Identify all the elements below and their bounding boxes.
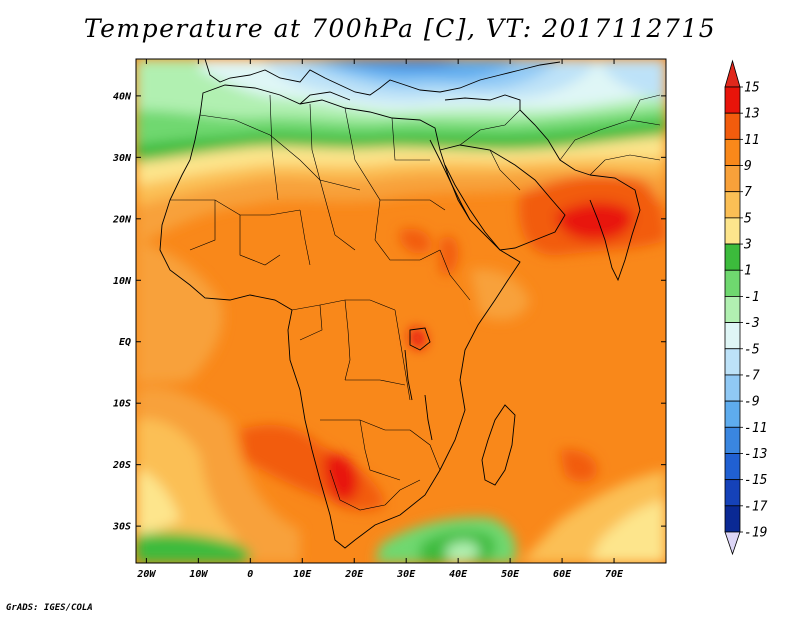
colorbar-label: 9	[744, 159, 752, 174]
lat-label: 10N	[113, 276, 132, 287]
colorbar-swatch	[724, 426, 741, 454]
colorbar-label: -7	[744, 368, 760, 383]
colorbar-swatch	[724, 322, 741, 350]
colorbar-swatch	[724, 217, 741, 245]
temperature-field	[136, 59, 666, 563]
lon-label: 70E	[605, 569, 624, 580]
colorbar-label: -1	[744, 290, 760, 305]
lon-label: 40E	[449, 569, 468, 580]
colorbar-swatch	[724, 453, 741, 481]
colorbar-label: -3	[744, 316, 760, 331]
lon-label: 10W	[189, 569, 208, 580]
lat-label: 10S	[113, 399, 131, 410]
latitude-labels: 40N 30N 20N 10N EQ 10S 20S 30S	[112, 91, 132, 532]
colorbar-label: 1	[744, 264, 752, 279]
colorbar-label: -13	[744, 447, 767, 462]
colorbar-label: -5	[744, 342, 760, 357]
colorbar-label: -15	[744, 473, 768, 488]
colorbar-label: 13	[744, 107, 760, 122]
colorbar-label: -19	[744, 526, 767, 541]
coastlines	[159, 59, 641, 549]
lat-label: EQ	[119, 337, 131, 348]
colorbar-label: 3	[743, 238, 752, 253]
colorbar-swatch	[724, 374, 741, 402]
colorbar-swatch	[724, 505, 741, 533]
colorbar-label: 5	[744, 211, 752, 226]
colorbar-label: 11	[744, 133, 760, 148]
lat-label: 30N	[112, 153, 132, 164]
colorbar-label: -17	[744, 499, 768, 514]
lon-label: 50E	[501, 569, 520, 580]
colorbar-swatch	[724, 138, 741, 166]
lat-label: 40N	[113, 91, 132, 102]
colorbar-swatch	[724, 86, 741, 114]
axis-ticks	[136, 59, 666, 563]
colorbar-bottom-arrow	[724, 531, 741, 556]
colorbar-swatch	[724, 112, 741, 140]
lon-label: 20W	[136, 569, 156, 580]
colorbar-swatch	[724, 296, 741, 323]
credit-text: GrADS: IGES/COLA	[6, 603, 93, 613]
colorbar-swatch	[724, 348, 741, 376]
colorbar-swatch	[724, 191, 741, 219]
country-borders	[170, 94, 661, 511]
colorbar-label: -9	[744, 395, 760, 410]
colorbar-swatch	[724, 269, 741, 297]
longitude-labels: 20W 10W 0 10E 20E 30E 40E 50E 60E 70E	[136, 569, 624, 580]
colorbar: 15 13 11 9 7 5 3 1 -1 -3 -5 -7 -9 -11 -13 -15 -17 -19	[724, 59, 768, 556]
colorbar-swatch	[724, 243, 741, 271]
lon-label: 0	[247, 569, 253, 580]
colorbar-label: 7	[744, 185, 752, 200]
colorbar-label: -11	[744, 421, 767, 436]
lon-label: 60E	[553, 569, 572, 580]
lon-label: 10E	[293, 569, 312, 580]
lat-label: 20S	[112, 460, 131, 471]
colorbar-label: 15	[744, 81, 760, 96]
plot-frame	[135, 58, 667, 564]
lat-label: 20N	[112, 214, 132, 225]
colorbar-swatch	[724, 400, 741, 428]
colorbar-swatch	[724, 165, 741, 193]
colorbar-swatch	[724, 479, 741, 507]
chart-title: Temperature at 700hPa [C], VT: 201711271…	[83, 14, 717, 43]
lat-label: 30S	[112, 522, 131, 533]
colorbar-top-arrow	[724, 59, 741, 88]
lon-label: 30E	[396, 569, 416, 580]
lon-label: 20E	[344, 569, 364, 580]
